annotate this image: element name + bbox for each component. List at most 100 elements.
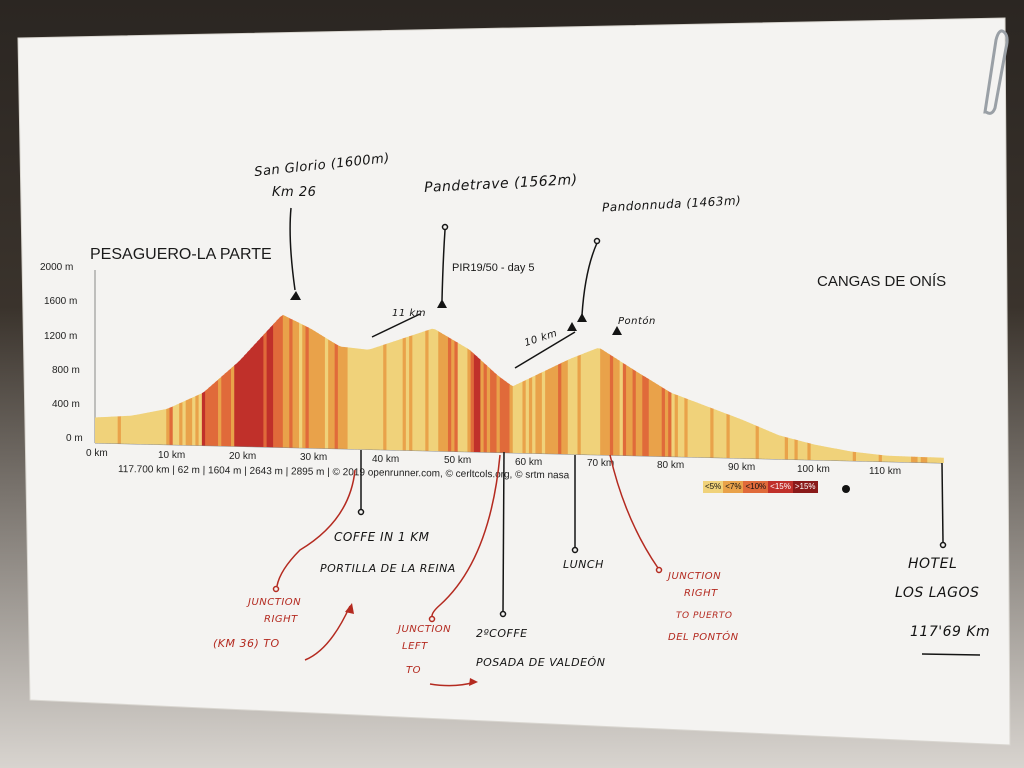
profile-segment [512,384,517,453]
profile-segment [697,402,701,458]
profile-segment [457,342,462,452]
note-hotel-1: HOTEL [908,556,958,572]
profile-segment [765,429,769,459]
profile-segment [438,331,442,452]
profile-segment [872,454,876,462]
profile-segment [639,373,643,456]
profile-segment [392,340,397,451]
profile-segment [240,355,245,447]
profile-segment [694,401,698,458]
profile-segment [732,416,737,459]
profile-segment [914,456,918,463]
profile-segment [305,326,310,449]
profile-segment [593,348,598,455]
profile-segment [791,438,795,460]
legend-item: <15% [768,481,793,493]
profile-segment [308,327,313,449]
profile-segment [334,343,339,449]
profile-segment [820,445,825,461]
note-hotel-2: LOS LAGOS [895,585,980,601]
profile-segment [535,373,540,454]
profile-segment [175,403,180,445]
profile-segment [324,337,329,449]
profile-segment [120,416,125,444]
profile-segment [402,337,407,451]
profile-segment [519,381,523,454]
profile-segment [354,348,358,450]
profile-segment [622,362,627,456]
x-tick-90: 90 km [728,462,756,473]
note-junction-2a: JUNCTION [398,624,452,635]
profile-segment [839,449,844,461]
profile-segment [467,348,472,452]
profile-segment [755,425,760,459]
profile-segment [651,381,656,457]
profile-segment [331,341,336,449]
profile-segment [655,383,659,457]
x-tick-80: 80 km [657,460,685,471]
profile-segment [286,316,290,448]
profile-segment [464,346,468,452]
profile-segment [920,456,925,463]
profile-segment [710,407,714,458]
profile-segment [341,346,345,449]
profile-segment [486,365,491,453]
profile-segment [571,357,575,455]
note-hotel-km: 117'69 Km [910,624,991,640]
profile-segment [198,393,203,446]
profile-segment [936,457,941,463]
profile-segment [596,348,601,455]
profile-segment [447,337,452,452]
profile-segment [687,399,692,458]
profile-segment [836,448,841,461]
profile-segment [917,456,922,463]
profile-segment [629,367,633,456]
profile-segment [237,359,242,447]
profile-segment [642,375,646,456]
profile-segment [496,374,501,453]
profile-segment [107,416,112,444]
profile-segment [911,456,915,463]
profile-segment [357,348,361,450]
profile-segment [185,399,190,446]
legend-item: <10% [743,481,769,493]
profile-segment [266,327,271,448]
profile-segment [405,336,410,451]
profile-segment [111,416,115,444]
profile-segment [813,444,818,461]
profile-segment [289,318,293,448]
profile-segment [399,338,404,451]
profile-segment [276,317,280,448]
profile-segment [833,448,837,461]
profile-segment [784,436,789,460]
profile-segment [849,451,854,461]
profile-segment [632,369,637,456]
profile-segment [635,371,640,456]
x-tick-40: 40 km [372,454,400,465]
profile-segment [865,453,870,462]
profile-segment [104,416,109,444]
profile-segment [428,328,433,451]
chart-subtitle: PIR19/50 - day 5 [452,262,535,274]
profile-segment [817,445,821,461]
profile-segment [859,452,863,462]
profile-segment [315,331,319,449]
x-tick-30: 30 km [300,452,328,463]
profile-segment [503,379,507,453]
profile-segment [273,320,277,448]
profile-segment [558,362,562,455]
profile-segment [894,456,899,462]
profile-segment [412,334,416,451]
profile-segment [788,437,792,460]
chart-title-start: PESAGUERO-LA PARTE [90,246,272,263]
profile-segment [603,350,608,456]
profile-segment [729,415,734,459]
x-tick-10: 10 km [158,450,186,461]
profile-segment [664,389,669,457]
profile-segment [140,413,144,445]
note-ponton: Pontón [618,316,656,327]
profile-segment [499,377,504,453]
profile-segment [671,392,676,457]
profile-segment [373,347,378,450]
